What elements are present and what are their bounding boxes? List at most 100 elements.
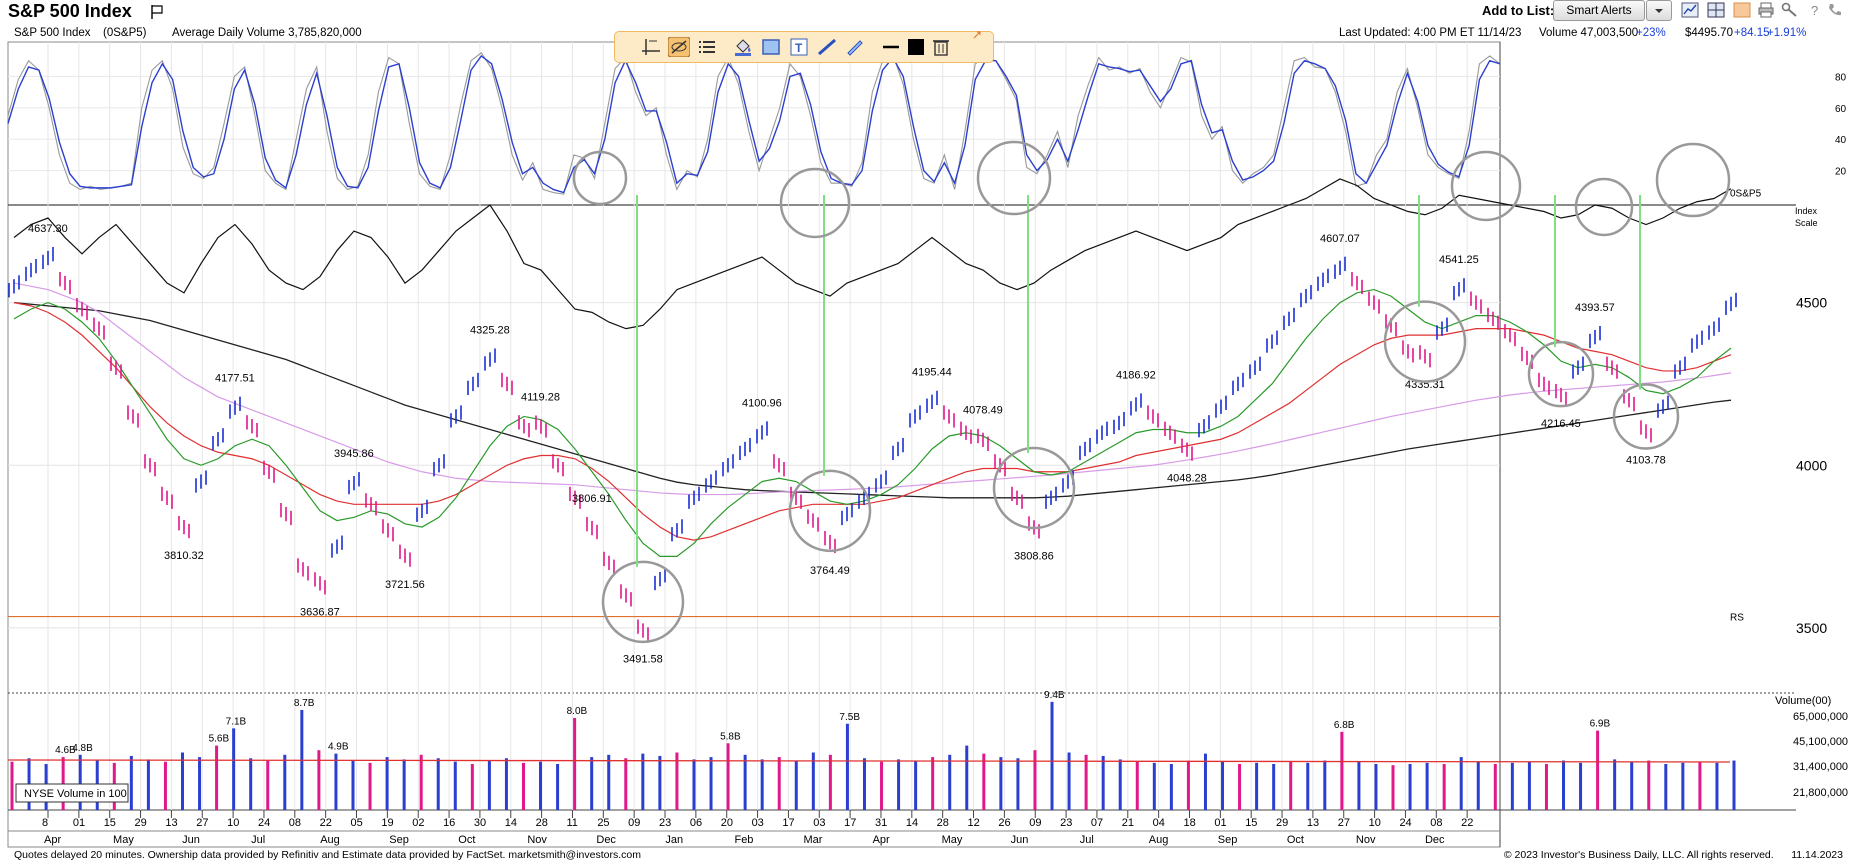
volume-bar [317,750,321,810]
volume-bar [1442,764,1446,810]
x-tick-label: 8 [42,817,48,829]
volume-bar [266,760,270,810]
volume-bar [1596,730,1600,810]
x-tick-label: 24 [258,817,270,829]
help-icon[interactable]: ? [1806,2,1824,18]
volume-peak-label: 8.7B [294,698,315,709]
highlight-icon[interactable] [1733,2,1751,18]
smart-alerts-dropdown[interactable] [1646,0,1672,21]
volume-bar [419,754,423,810]
flag-icon[interactable] [150,4,164,20]
color-swatch-icon[interactable] [905,37,927,57]
print-icon[interactable] [1757,2,1775,18]
volume-peak-label: 4.8B [72,743,93,754]
volume-bar [385,757,389,810]
x-month-label: Dec [1425,834,1445,846]
annotation-circle [992,446,1076,530]
x-tick-label: 11 [566,817,577,829]
hide-drawings-icon[interactable] [668,37,690,57]
x-tick-label: 10 [227,817,239,829]
volume-bar [470,764,474,810]
x-tick-label: 15 [1245,817,1257,829]
price-label: 4103.78 [1626,455,1666,467]
volume-peak-label: 6.9B [1590,719,1611,730]
chevron-down-icon [1655,9,1663,13]
price-label: 4177.51 [215,373,255,385]
y-tick-label: 21,800,000 [1793,787,1848,799]
x-month-label: Jul [1080,834,1094,846]
y-tick-label: 4500 [1796,295,1827,311]
x-tick-label: 18 [1183,817,1195,829]
volume-bar [1033,750,1037,810]
volume-bar [1203,753,1207,810]
line-chart-icon[interactable] [1681,2,1699,18]
trendline-tool-icon[interactable] [816,37,838,57]
list-icon[interactable] [696,37,718,57]
price-label: 3721.56 [385,579,425,591]
wrench-icon[interactable] [1781,2,1799,18]
x-tick-label: 08 [289,817,301,829]
top-bar: S&P 500 Index Add to List: Smart Alerts … [0,0,1859,26]
volume-bar [436,758,440,810]
x-month-label: Nov [527,834,547,846]
x-month-label: Oct [458,834,475,846]
line-style-icon[interactable] [880,37,902,57]
x-tick-label: 13 [165,817,177,829]
y-axis-label: Index [1795,206,1818,216]
x-tick-label: 01 [1214,817,1226,829]
volume-bar [368,762,372,810]
x-tick-label: 25 [597,817,609,829]
x-tick-label: 13 [1307,817,1319,829]
volume-peak-label: 7.1B [226,716,247,727]
layout-icon[interactable] [1707,2,1725,18]
price-label: 4325.28 [470,324,510,336]
x-month-label: Sep [389,834,409,846]
expand-icon[interactable] [972,30,982,40]
x-tick-label: 31 [875,817,887,829]
volume-peak-label: 5.6B [209,734,230,745]
paint-bucket-icon[interactable] [732,37,754,57]
symbol-name: S&P 500 Index [14,27,91,39]
volume-bar [1289,761,1293,810]
volume-bar [709,757,713,810]
trash-icon[interactable] [930,37,952,57]
volume-bar [1357,761,1361,810]
volume-bar [880,761,884,810]
symbol-code: (0S&P5) [103,27,147,39]
x-month-label: Jan [665,834,683,846]
price-label: 3806.91 [572,493,612,505]
volume-bar [1681,762,1685,810]
rectangle-tool-icon[interactable] [760,37,782,57]
x-tick-label: 30 [474,817,486,829]
volume-bar [198,757,202,810]
volume-bar [283,754,287,810]
smart-alerts-button[interactable]: Smart Alerts [1553,0,1645,21]
volume-peak-label: 6.8B [1334,720,1355,731]
annotation-circle [788,469,872,553]
y-tick-label: 45,100,000 [1793,736,1848,748]
text-tool-icon[interactable]: T [788,37,810,57]
y-tick-label: 60 [1835,104,1847,115]
svg-text:?: ? [1811,3,1818,18]
x-month-label: Mar [804,834,823,846]
volume-ma-line [7,759,1731,763]
volume-bar [249,758,253,810]
x-month-label: Sep [1218,834,1238,846]
price-label: 3764.49 [810,565,850,577]
oscillator-slow-line [7,54,1501,194]
volume-bar [1408,764,1412,810]
last-updated: Last Updated: 4:00 PM ET 11/14/23 [1339,27,1522,39]
x-tick-label: 17 [782,817,794,829]
x-month-label: Jun [182,834,200,846]
svg-text:T: T [795,41,803,55]
price-label: 3810.32 [164,550,204,562]
x-month-label: Aug [320,834,340,846]
info-bar: S&P 500 Index (0S&P5) Average Daily Volu… [8,26,1806,42]
price-label: 4637.30 [28,223,68,235]
phone-icon[interactable] [1826,2,1844,18]
pencil-tool-icon[interactable] [844,37,866,57]
oscillator-circle [1574,177,1634,237]
crosshair-tool-icon[interactable] [640,37,662,57]
price-label: 3945.86 [334,448,374,460]
